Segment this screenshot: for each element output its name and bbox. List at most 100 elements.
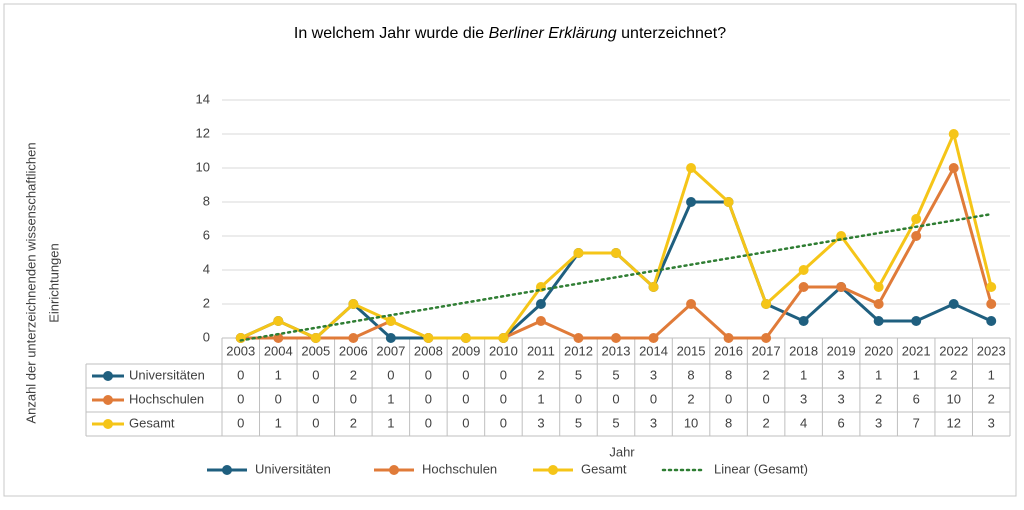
data-point	[423, 333, 434, 343]
table-cell: 5	[575, 367, 582, 382]
data-point	[348, 299, 359, 309]
table-cell: 2	[687, 391, 694, 406]
data-point	[310, 333, 321, 343]
table-cell: 0	[462, 415, 469, 430]
x-tick-label: 2004	[264, 343, 293, 358]
table-cell: 3	[537, 415, 544, 430]
table-cell: 3	[988, 415, 995, 430]
table-cell: 10	[946, 391, 960, 406]
table-cell: 1	[275, 415, 282, 430]
x-tick-label: 2003	[226, 343, 255, 358]
data-point	[686, 163, 697, 173]
table-cell: 1	[275, 367, 282, 382]
data-point	[535, 299, 546, 309]
data-point	[723, 333, 734, 343]
table-cell: 2	[350, 367, 357, 382]
table-cell: 0	[725, 391, 732, 406]
y-tick-label: 6	[203, 227, 210, 242]
x-tick-label: 2007	[376, 343, 405, 358]
table-cell: 0	[312, 415, 319, 430]
x-tick-label: 2021	[902, 343, 931, 358]
data-point	[723, 197, 734, 207]
data-point	[798, 316, 809, 326]
table-cell: 1	[537, 391, 544, 406]
x-tick-label: 2019	[827, 343, 856, 358]
table-cell: 5	[612, 415, 619, 430]
x-tick-label: 2005	[301, 343, 330, 358]
table-cell: 1	[875, 367, 882, 382]
data-point	[686, 197, 697, 207]
data-point	[911, 231, 922, 241]
table-cell: 2	[350, 415, 357, 430]
y-axis-label: Anzahl der unterzeichnenden wissenschaft…	[23, 142, 38, 423]
x-tick-label: 2006	[339, 343, 368, 358]
table-cell: 3	[650, 415, 657, 430]
table-cell: 8	[687, 367, 694, 382]
table-cell: 8	[725, 367, 732, 382]
table-cell: 0	[237, 367, 244, 382]
data-point	[986, 299, 997, 309]
data-point	[460, 333, 471, 343]
legend-label: Linear (Gesamt)	[714, 461, 808, 476]
title-part: unterzeichnet?	[617, 25, 727, 42]
data-point	[385, 316, 396, 326]
table-cell: 2	[950, 367, 957, 382]
table-cell: 0	[425, 391, 432, 406]
legend-label: Gesamt	[581, 461, 627, 476]
data-point	[836, 282, 847, 292]
x-tick-label: 2015	[677, 343, 706, 358]
table-cell: 0	[612, 391, 619, 406]
chart-border	[3, 3, 1017, 497]
table-cell: 0	[762, 391, 769, 406]
x-tick-label: 2020	[864, 343, 893, 358]
table-key-marker	[103, 371, 113, 381]
table-cell: 1	[988, 367, 995, 382]
data-point	[986, 282, 997, 292]
table-cell: 4	[800, 415, 807, 430]
table-cell: 1	[387, 415, 394, 430]
x-tick-label: 2022	[939, 343, 968, 358]
table-cell: 6	[838, 415, 845, 430]
data-point	[611, 333, 621, 343]
x-tick-label: 2012	[564, 343, 593, 358]
y-tick-label: 4	[203, 261, 210, 276]
legend-label: Universitäten	[255, 461, 331, 476]
table-cell: 2	[762, 415, 769, 430]
legend-marker	[548, 465, 558, 475]
trendline	[239, 212, 993, 342]
data-point	[573, 333, 584, 343]
y-tick-label: 14	[196, 91, 210, 106]
table-key-marker	[103, 419, 113, 429]
x-tick-label: 2011	[527, 343, 555, 358]
table-cell: 0	[237, 415, 244, 430]
data-point	[948, 299, 959, 309]
data-point	[648, 282, 659, 292]
x-tick-label: 2017	[752, 343, 781, 358]
x-tick-label: 2009	[451, 343, 480, 358]
table-cell: 0	[312, 391, 319, 406]
table-cell: 2	[875, 391, 882, 406]
table-cell: 2	[988, 391, 995, 406]
table-key-marker	[103, 395, 113, 405]
data-point	[986, 316, 997, 326]
x-tick-label: 2014	[639, 343, 668, 358]
table-cell: 2	[537, 367, 544, 382]
table-cell: 0	[350, 391, 357, 406]
table-cell: 12	[946, 415, 960, 430]
table-cell: 0	[500, 367, 507, 382]
data-point	[686, 299, 697, 309]
table-cell: 2	[762, 367, 769, 382]
data-point	[648, 333, 659, 343]
data-point	[761, 299, 772, 309]
table-cell: 0	[462, 391, 469, 406]
x-axis-label: Jahr	[609, 444, 635, 459]
legend-marker	[222, 465, 232, 475]
legend-label: Hochschulen	[422, 461, 497, 476]
data-point	[385, 333, 396, 343]
table-cell: 0	[462, 367, 469, 382]
table-cell: 1	[800, 367, 807, 382]
data-point	[873, 316, 884, 326]
table-cell: 0	[275, 391, 282, 406]
table-cell: 0	[387, 367, 394, 382]
